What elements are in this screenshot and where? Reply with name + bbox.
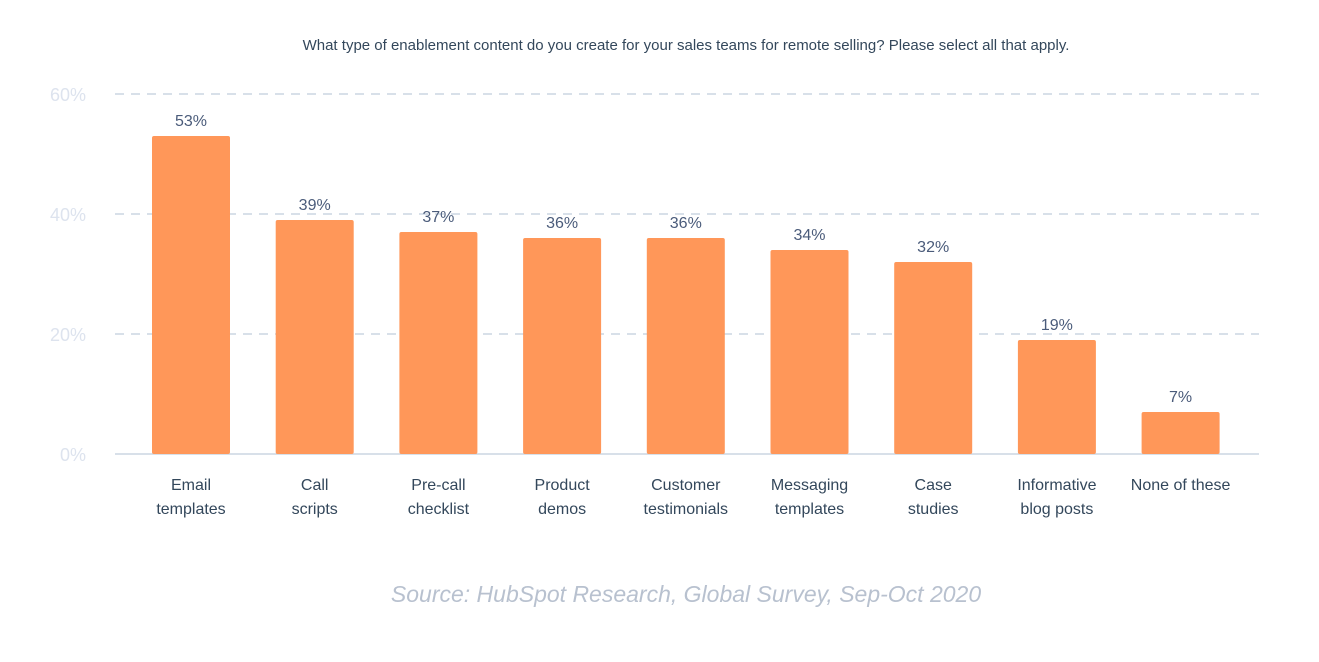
data-label: 53% xyxy=(175,113,207,130)
y-tick-label: 60% xyxy=(50,85,86,105)
data-label: 36% xyxy=(670,215,702,232)
bar xyxy=(894,262,973,454)
bar xyxy=(275,220,354,454)
x-tick-label-line: Customer xyxy=(651,477,721,494)
bar xyxy=(1141,412,1220,454)
x-tick-label-line: studies xyxy=(908,501,959,518)
y-tick-label: 0% xyxy=(60,445,86,465)
x-tick-label: Call scripts xyxy=(292,477,338,518)
source-note: Source: HubSpot Research, Global Survey,… xyxy=(391,581,981,607)
x-tick-label-line: checklist xyxy=(408,501,470,518)
y-axis-ticks: 0% 20% 40% 60% xyxy=(50,85,86,465)
x-tick-label: Pre-call checklist xyxy=(408,477,470,518)
x-tick-label-line: blog posts xyxy=(1020,501,1093,518)
bar xyxy=(646,238,725,454)
x-tick-label-line: templates xyxy=(156,501,225,518)
x-tick-label-line: demos xyxy=(538,501,586,518)
data-label: 7% xyxy=(1169,389,1192,406)
y-tick-label: 40% xyxy=(50,205,86,225)
x-tick-label: Email templates xyxy=(156,477,225,518)
data-labels: 53% 39% 37% 36% 36% 34% 32% 19% 7% xyxy=(175,113,1192,406)
bar xyxy=(770,250,849,454)
x-tick-label: Customer testimonials xyxy=(644,477,728,518)
x-tick-label-line: Call xyxy=(301,477,329,494)
y-tick-label: 20% xyxy=(50,325,86,345)
x-tick-label: Informative blog posts xyxy=(1017,477,1096,518)
x-tick-label: Case studies xyxy=(908,477,959,518)
x-tick-label-line: Pre-call xyxy=(411,477,465,494)
data-label: 19% xyxy=(1041,317,1073,334)
x-tick-label-line: templates xyxy=(775,501,844,518)
x-axis-ticks: Email templates Call scripts Pre-call checkli… xyxy=(156,477,1230,518)
bar xyxy=(399,232,478,454)
x-tick-label: Messaging templates xyxy=(771,477,848,518)
data-label: 34% xyxy=(793,227,825,244)
x-tick-label-line: Informative xyxy=(1017,477,1096,494)
x-tick-label-line: Email xyxy=(171,477,211,494)
data-label: 39% xyxy=(299,197,331,214)
x-tick-label-line: scripts xyxy=(292,501,338,518)
x-tick-label: Product demos xyxy=(535,477,591,518)
x-tick-label-line: Case xyxy=(915,477,952,494)
data-label: 36% xyxy=(546,215,578,232)
x-tick-label-line: Messaging xyxy=(771,477,848,494)
bar xyxy=(523,238,602,454)
x-tick-label-line: None of these xyxy=(1131,477,1231,494)
data-label: 32% xyxy=(917,239,949,256)
x-tick-label-line: testimonials xyxy=(644,501,728,518)
bar xyxy=(1017,340,1096,454)
x-tick-label: None of these xyxy=(1131,477,1231,494)
bar xyxy=(152,136,230,454)
bars xyxy=(152,136,1220,454)
x-tick-label-line: Product xyxy=(535,477,591,494)
data-label: 37% xyxy=(422,209,454,226)
chart-title: What type of enablement content do you c… xyxy=(303,37,1070,54)
